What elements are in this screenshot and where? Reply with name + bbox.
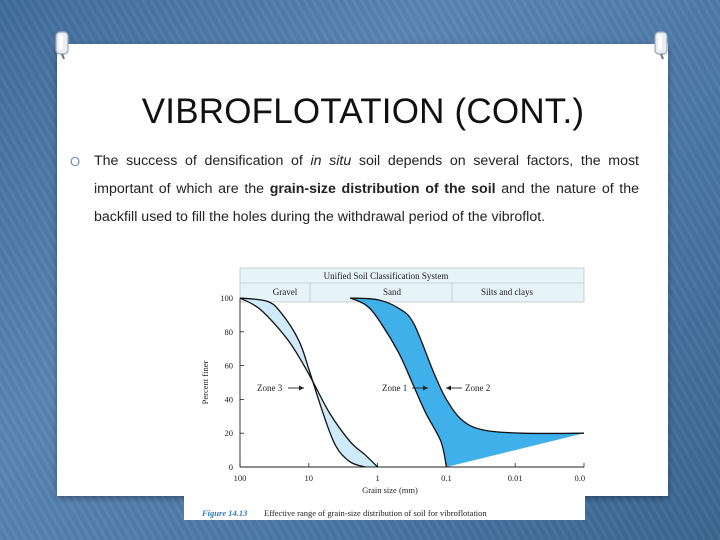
y-tick-label: 20 — [225, 428, 234, 438]
zone-1-lower-curve — [350, 297, 585, 435]
chart-axes: 100 10 1 0.1 0.01 0.001 0 20 40 60 80 100 Grain size… — [200, 293, 594, 495]
zone-3-lower-curve — [239, 297, 366, 468]
pushpin-icon — [55, 31, 69, 60]
figure-panel: Unified Soil Classification System Grave… — [184, 252, 594, 520]
zone-1-upper-curve — [349, 297, 448, 468]
classification-header — [239, 267, 585, 303]
slide-title: VIBROFLOTATION (CONT.) — [141, 92, 585, 131]
y-tick-label: 80 — [225, 327, 234, 337]
y-tick-label: 100 — [220, 293, 233, 303]
x-tick-label: 10 — [305, 473, 314, 483]
paragraph-bold: grain-size distribution of the soil — [269, 181, 496, 197]
paragraph-text: The success of densification of — [94, 153, 311, 169]
zone-1-label: Zone 1 — [382, 383, 407, 393]
x-tick-label: 100 — [234, 473, 247, 483]
zone-bands — [239, 297, 585, 468]
paragraph-text: and the nature of the backfill used to f… — [94, 181, 640, 225]
figure-caption-label: Figure 14.13 — [201, 508, 248, 518]
class-label-silts: Silts and clays — [481, 287, 533, 297]
header-title: Unified Soil Classification System — [324, 271, 449, 281]
x-tick-label: 0.001 — [574, 473, 585, 483]
figure-caption-text: Effective range of grain-size distributi… — [264, 508, 487, 518]
zone-3-upper-curve — [239, 297, 379, 468]
zone-3-arrowhead — [299, 385, 304, 391]
x-tick-label: 0.01 — [508, 473, 523, 483]
x-tick-label: 1 — [375, 473, 379, 483]
paragraph-italic: in situ — [310, 153, 352, 169]
zone-2-label: Zone 2 — [465, 383, 490, 393]
zone-3-label: Zone 3 — [257, 383, 283, 393]
pushpin-icon — [654, 31, 668, 60]
bullet-marker: O — [70, 154, 81, 169]
bullet-paragraph: The success of densification of in situ … — [94, 147, 639, 231]
class-label-sand: Sand — [383, 287, 402, 297]
class-label-gravel: Gravel — [273, 287, 298, 297]
zone-1-arrowhead — [423, 385, 428, 391]
x-tick-label: 0.1 — [441, 473, 452, 483]
zone-1-band — [350, 298, 584, 467]
x-axis-label: Grain size (mm) — [362, 485, 418, 495]
y-tick-label: 60 — [225, 361, 234, 371]
grain-size-chart: Unified Soil Classification System Grave… — [200, 267, 594, 518]
y-tick-label: 40 — [225, 394, 234, 404]
y-tick-label: 0 — [229, 462, 233, 472]
zone-2-arrowhead — [446, 385, 451, 391]
paragraph-text: soil depends on several factors, the mos… — [94, 153, 639, 197]
y-axis-label: Percent finer — [200, 361, 210, 405]
